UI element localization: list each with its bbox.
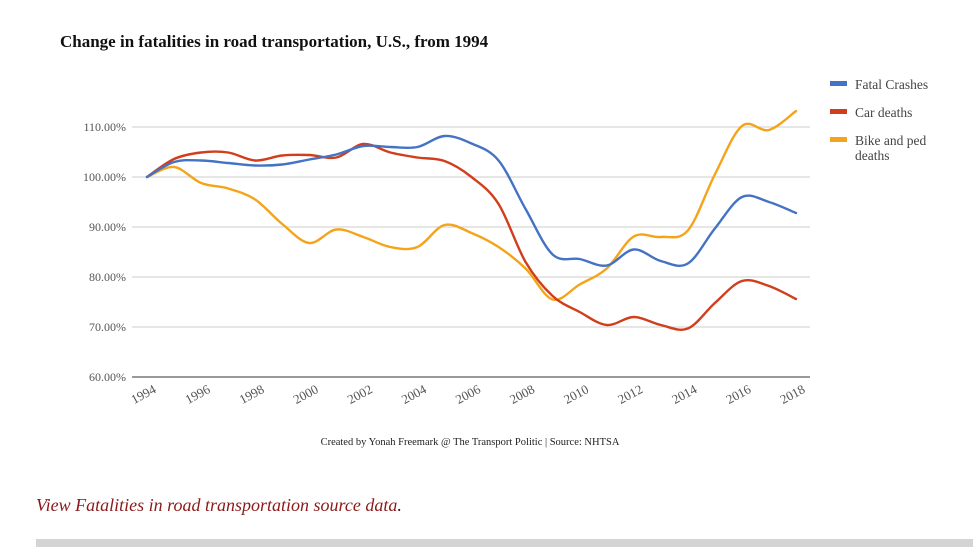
legend: Fatal Crashes Car deaths Bike and ped death… <box>830 77 928 163</box>
x-tick-label: 2010 <box>561 381 591 406</box>
y-tick-label: 80.00% <box>89 270 126 284</box>
legend-label: Fatal Crashes <box>855 77 928 92</box>
x-tick-label: 2012 <box>615 381 645 406</box>
x-tick-label: 1996 <box>182 381 212 407</box>
x-tick-label: 2000 <box>291 381 321 406</box>
x-tick-label: 2016 <box>723 381 753 407</box>
chart-credit: Created by Yonah Freemark @ The Transpor… <box>320 437 620 448</box>
series-line-bike-and-ped-deaths <box>145 109 798 302</box>
chart-title: Change in fatalities in road transportat… <box>60 32 489 51</box>
y-tick-label: 100.00% <box>83 170 126 184</box>
source-data-line: View Fatalities in road transportation s… <box>36 495 402 516</box>
legend-swatch <box>830 137 847 142</box>
x-tick-label: 2008 <box>507 381 537 406</box>
x-tick-label: 2014 <box>669 381 699 407</box>
legend-item-car-deaths: Car deaths <box>830 105 912 120</box>
legend-swatch <box>830 81 847 86</box>
y-tick-label: 60.00% <box>89 370 126 384</box>
series-line-fatal-crashes <box>145 134 798 267</box>
x-tick-label: 2004 <box>399 381 429 407</box>
series-lines <box>145 109 798 331</box>
source-data-period: . <box>397 495 402 515</box>
x-axis-ticks: 1994 1996 1998 2000 2002 2004 2006 2008 2010 2012… <box>128 381 807 407</box>
x-tick-label: 2018 <box>777 381 807 406</box>
legend-label: Car deaths <box>855 105 912 120</box>
y-axis-ticks: 60.00% 70.00% 80.00% 90.00% 100.00% 110.00% <box>83 120 126 384</box>
legend-item-bike-and-ped-deaths: Bike and ped deaths <box>830 133 926 163</box>
legend-item-fatal-crashes: Fatal Crashes <box>830 77 928 92</box>
series-line-car-deaths <box>145 142 798 331</box>
y-tick-label: 110.00% <box>83 120 126 134</box>
legend-swatch <box>830 109 847 114</box>
legend-label: Bike and ped deaths <box>855 133 926 163</box>
y-tick-label: 90.00% <box>89 220 126 234</box>
bottom-divider <box>36 539 973 547</box>
x-tick-label: 2006 <box>453 381 483 407</box>
y-tick-label: 70.00% <box>89 320 126 334</box>
x-tick-label: 1998 <box>237 381 267 406</box>
x-tick-label: 2002 <box>345 381 375 406</box>
x-tick-label: 1994 <box>128 381 158 407</box>
line-chart: 60.00% 70.00% 80.00% 90.00% 100.00% 110.00% 1… <box>83 77 928 407</box>
source-data-link[interactable]: View Fatalities in road transportation s… <box>36 495 398 515</box>
